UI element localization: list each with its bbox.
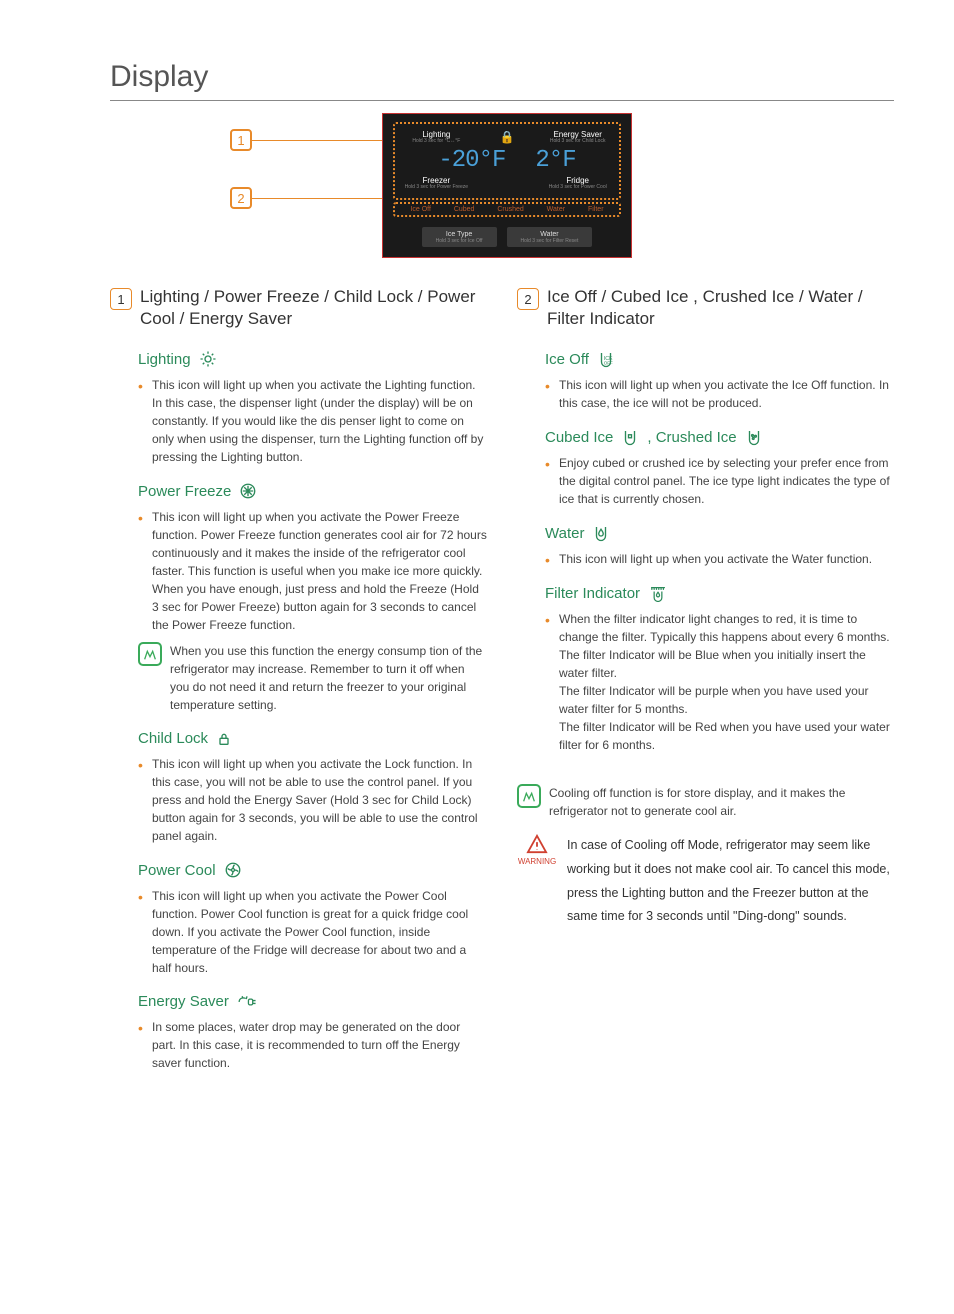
ice-off-icon: ICEOFF [597,350,615,368]
energy-saver-subhead: Energy Saver [138,993,487,1010]
plug-icon [237,994,257,1010]
water-button[interactable]: WaterHold 3 sec for Filter Reset [507,227,593,247]
page-title: Display [110,60,894,101]
warning-label: WARNING [518,857,556,866]
filter-body: When the filter indicator light changes … [545,610,894,754]
column-left: 1 Lighting / Power Freeze / Child Lock /… [110,286,487,1072]
fan-icon [224,861,242,879]
power-cool-subhead: Power Cool [138,861,487,879]
ice-off-body: This icon will light up when you activat… [545,376,894,412]
note-text: Cooling off function is for store displa… [549,784,894,820]
ice-off-label: Ice Off [410,206,431,213]
freezer-temp: -20°F [438,147,505,174]
ice-off-subhead: Ice Off ICEOFF [545,350,894,368]
content-columns: 1 Lighting / Power Freeze / Child Lock /… [110,286,894,1072]
section-number: 2 [517,288,539,310]
panel-energy-sub: Hold 3 sec for Child Lock [542,139,613,145]
section-heading: Lighting / Power Freeze / Child Lock / P… [140,286,487,330]
callout-leader [252,198,382,199]
svg-text:OFF: OFF [604,360,613,365]
water-label: Water [547,206,565,213]
cubed-ice-icon [621,428,639,446]
callout-number: 1 [230,129,252,151]
note-icon [138,642,162,666]
note-text: When you use this function the energy co… [170,642,487,714]
warning-body: In case of Cooling off Mode, refrigerato… [567,834,894,929]
lock-icon [216,731,232,747]
callout-leader [252,140,382,141]
crushed-ice-icon [745,428,763,446]
cubed-label: Cubed [454,206,475,213]
display-figure: 1 2 LightingHold 3 sec for °C↔°F 🔒 Energ… [110,113,894,258]
fridge-temp: 2°F [535,147,575,174]
warning-icon [517,834,557,854]
lighting-body: This icon will light up when you activat… [138,376,487,466]
section-number: 1 [110,288,132,310]
callout-number: 2 [230,187,252,209]
cubed-crushed-subhead: Cubed Ice , Crushed Ice [545,428,894,446]
water-body: This icon will light up when you activat… [545,550,894,568]
cooling-off-note: Cooling off function is for store displa… [517,784,894,820]
lighting-icon [199,350,217,368]
control-panel: LightingHold 3 sec for °C↔°F 🔒 Energy Sa… [382,113,632,258]
panel-freezer-sub: Hold 3 sec for Power Freeze [401,185,472,191]
section-heading: Ice Off / Cubed Ice , Crushed Ice / Wate… [547,286,894,330]
snowflake-icon [239,482,257,500]
child-lock-body: This icon will light up when you activat… [138,755,487,845]
water-subhead: Water [545,524,894,542]
energy-saver-body: In some places, water drop may be genera… [138,1018,487,1072]
power-cool-body: This icon will light up when you activat… [138,887,487,977]
crushed-label: Crushed [497,206,523,213]
child-lock-subhead: Child Lock [138,730,487,747]
warning-badge: WARNING [517,834,557,929]
panel-region-1: LightingHold 3 sec for °C↔°F 🔒 Energy Sa… [393,122,621,200]
column-right: 2 Ice Off / Cubed Ice , Crushed Ice / Wa… [517,286,894,1072]
note-icon [517,784,541,808]
panel-region-2: Ice Off Cubed Crushed Water Filter [393,202,621,217]
panel-lock-icon: 🔒 [472,130,543,145]
callout-1: 1 [230,129,382,151]
filter-subhead: Filter Indicator [545,584,894,602]
power-freeze-subhead: Power Freeze [138,482,487,500]
section-1-head: 1 Lighting / Power Freeze / Child Lock /… [110,286,487,330]
panel-fridge-sub: Hold 3 sec for Power Cool [542,185,613,191]
ice-type-button[interactable]: Ice TypeHold 3 sec for Ice Off [422,227,497,247]
power-freeze-body: This icon will light up when you activat… [138,508,487,634]
callout-2: 2 [230,187,382,209]
filter-label: Filter [588,206,604,213]
lighting-subhead: Lighting [138,350,487,368]
power-freeze-note: When you use this function the energy co… [138,642,487,714]
section-2-head: 2 Ice Off / Cubed Ice , Crushed Ice / Wa… [517,286,894,330]
water-icon [592,524,610,542]
cubed-crushed-body: Enjoy cubed or crushed ice by selecting … [545,454,894,508]
panel-lighting-sub: Hold 3 sec for °C↔°F [401,139,472,145]
filter-icon [648,584,668,602]
callout-column: 1 2 [230,113,382,209]
warning-block: WARNING In case of Cooling off Mode, ref… [517,834,894,929]
